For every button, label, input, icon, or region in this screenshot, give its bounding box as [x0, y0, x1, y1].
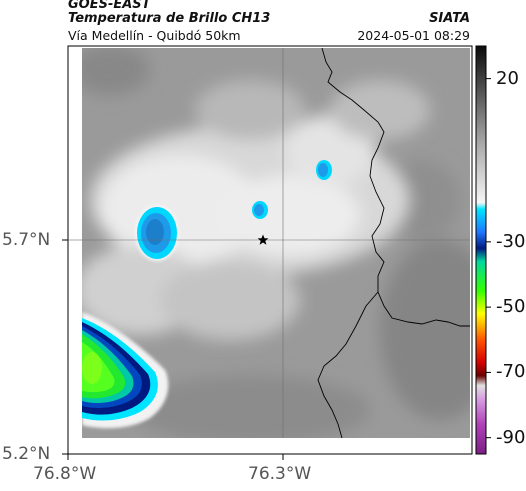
timestamp-label: 2024-05-01 08:29 — [357, 28, 470, 43]
organization-label: SIATA — [429, 11, 470, 26]
star-marker — [257, 234, 269, 245]
cold-cell-west — [135, 205, 179, 261]
colorbar-label-minus-30: -30 — [496, 230, 526, 252]
colorbar-label-20: 20 — [496, 67, 519, 89]
border-line — [321, 48, 470, 327]
cold-cell-northeast — [316, 160, 332, 180]
cold-cloud-southwest — [82, 312, 169, 429]
border-line — [317, 291, 379, 438]
colorbar-label-minus-90: -90 — [496, 426, 526, 448]
colorbar — [475, 45, 487, 455]
region-label: Vía Medellín - Quibdó 50km — [68, 28, 241, 43]
lat-label-5-2: 5.2°N — [2, 444, 51, 464]
cold-cell-center — [252, 201, 268, 219]
lon-label-76-8: 76.8°W — [33, 464, 97, 484]
colorbar-label-minus-50: -50 — [496, 296, 526, 318]
satellite-image — [82, 48, 470, 438]
colorbar-ticks — [486, 78, 491, 439]
product-title: Temperatura de Brillo CH13 — [68, 11, 271, 26]
satellite-name: GOES-EAST — [68, 0, 151, 12]
lon-label-76-3: 76.3°W — [248, 464, 312, 484]
colorbar-label-minus-70: -70 — [496, 361, 526, 383]
lat-label-5-7: 5.7°N — [2, 230, 51, 250]
